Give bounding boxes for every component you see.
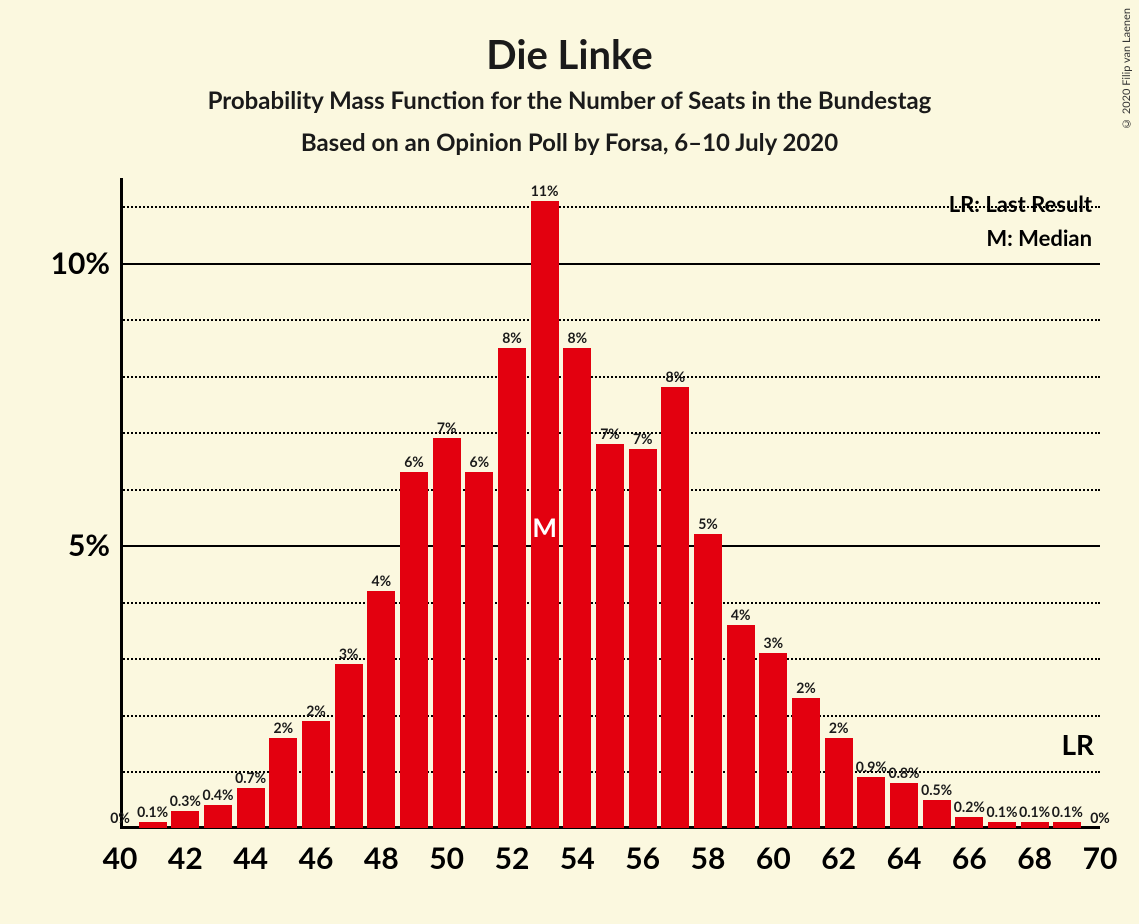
bar: 0.3% — [171, 811, 199, 828]
bar-label: 11% — [531, 182, 559, 201]
gridline-major — [120, 263, 1100, 265]
bar-label: 6% — [404, 453, 424, 472]
bar-label: 8% — [568, 329, 588, 348]
bar-label: 0.7% — [235, 769, 266, 788]
bar-label: 7% — [600, 425, 620, 444]
bar-label: 0.1% — [1019, 803, 1050, 822]
bar: 6% — [465, 472, 493, 828]
y-tick-label: 5% — [68, 527, 120, 563]
bar-label: 0.3% — [170, 792, 201, 811]
bar-label: 0.2% — [954, 798, 985, 817]
bar: 2% — [269, 738, 297, 828]
bar: 2% — [825, 738, 853, 828]
bar: 0.8% — [890, 783, 918, 828]
chart-subtitle-2: Based on an Opinion Poll by Forsa, 6–10 … — [0, 128, 1139, 157]
x-tick-label: 52 — [495, 828, 530, 876]
bar: 8% — [498, 348, 526, 828]
gridline-minor — [120, 376, 1100, 378]
bar-label: 0.1% — [986, 803, 1017, 822]
bar-label: 8% — [502, 329, 522, 348]
bar-label: 0.8% — [888, 764, 919, 783]
bar-label: 0% — [110, 809, 130, 828]
bar: 0.5% — [923, 800, 951, 828]
bar: 0.9% — [857, 777, 885, 828]
bar: 0.1% — [988, 822, 1016, 828]
x-tick-label: 64 — [887, 828, 922, 876]
bar: 7% — [629, 449, 657, 828]
bar-label: 3% — [764, 634, 784, 653]
median-marker: M — [532, 511, 557, 543]
chart-subtitle-1: Probability Mass Function for the Number… — [0, 86, 1139, 115]
x-tick-label: 66 — [952, 828, 987, 876]
bar: 2% — [302, 721, 330, 828]
bar: 3% — [759, 653, 787, 828]
legend-median: M: Median — [986, 224, 1092, 251]
x-tick-label: 54 — [560, 828, 595, 876]
x-tick-label: 60 — [756, 828, 791, 876]
bar: 7% — [433, 438, 461, 828]
bar: 11%M — [531, 201, 559, 828]
lr-marker: LR — [1061, 727, 1094, 761]
bar-label: 0.4% — [202, 786, 233, 805]
bar: 2% — [792, 698, 820, 828]
bar: 5% — [694, 534, 722, 828]
bar: 0.1% — [1053, 822, 1081, 828]
bar-label: 0.1% — [1052, 803, 1083, 822]
x-tick-label: 62 — [821, 828, 856, 876]
x-tick-label: 40 — [103, 828, 138, 876]
x-tick-label: 68 — [1017, 828, 1052, 876]
y-tick-label: 10% — [51, 245, 120, 281]
x-tick-label: 58 — [691, 828, 726, 876]
chart-container: Die Linke Probability Mass Function for … — [0, 0, 1139, 924]
x-tick-label: 42 — [168, 828, 203, 876]
bar-label: 5% — [698, 515, 718, 534]
gridline-minor — [120, 319, 1100, 321]
bar-label: 3% — [339, 645, 359, 664]
legend-lr: LR: Last Result — [949, 190, 1092, 217]
bar-label: 8% — [666, 368, 686, 387]
bar-label: 6% — [470, 453, 490, 472]
bar: 0.1% — [1021, 822, 1049, 828]
bar: 0.4% — [204, 805, 232, 828]
x-tick-label: 44 — [233, 828, 268, 876]
bar: 7% — [596, 444, 624, 828]
bar-label: 2% — [306, 702, 326, 721]
bar: 0.7% — [237, 788, 265, 828]
x-tick-label: 46 — [299, 828, 334, 876]
bar-label: 0% — [1090, 809, 1110, 828]
bar: 8% — [563, 348, 591, 828]
bar: 0.1% — [139, 822, 167, 828]
bar: 0.2% — [955, 817, 983, 828]
plot-area: 5%10%404244464850525456586062646668700%0… — [120, 178, 1100, 828]
x-tick-label: 48 — [364, 828, 399, 876]
copyright-text: © 2020 Filip van Laenen — [1120, 8, 1133, 130]
bar: 4% — [367, 591, 395, 828]
bar-label: 2% — [796, 679, 816, 698]
bar-label: 4% — [731, 606, 751, 625]
x-tick-label: 70 — [1083, 828, 1118, 876]
bar: 6% — [400, 472, 428, 828]
bar-label: 0.1% — [137, 803, 168, 822]
bar: 4% — [727, 625, 755, 828]
y-axis-line — [120, 178, 123, 828]
x-tick-label: 50 — [429, 828, 464, 876]
x-tick-label: 56 — [625, 828, 660, 876]
bar-label: 2% — [829, 719, 849, 738]
bar-label: 2% — [274, 719, 294, 738]
chart-title: Die Linke — [0, 30, 1139, 78]
bar-label: 7% — [437, 419, 457, 438]
bar-label: 0.9% — [856, 758, 887, 777]
bar: 8% — [661, 387, 689, 828]
bar: 3% — [335, 664, 363, 828]
bar-label: 0.5% — [921, 781, 952, 800]
bar-label: 4% — [372, 572, 392, 591]
bar-label: 7% — [633, 430, 653, 449]
